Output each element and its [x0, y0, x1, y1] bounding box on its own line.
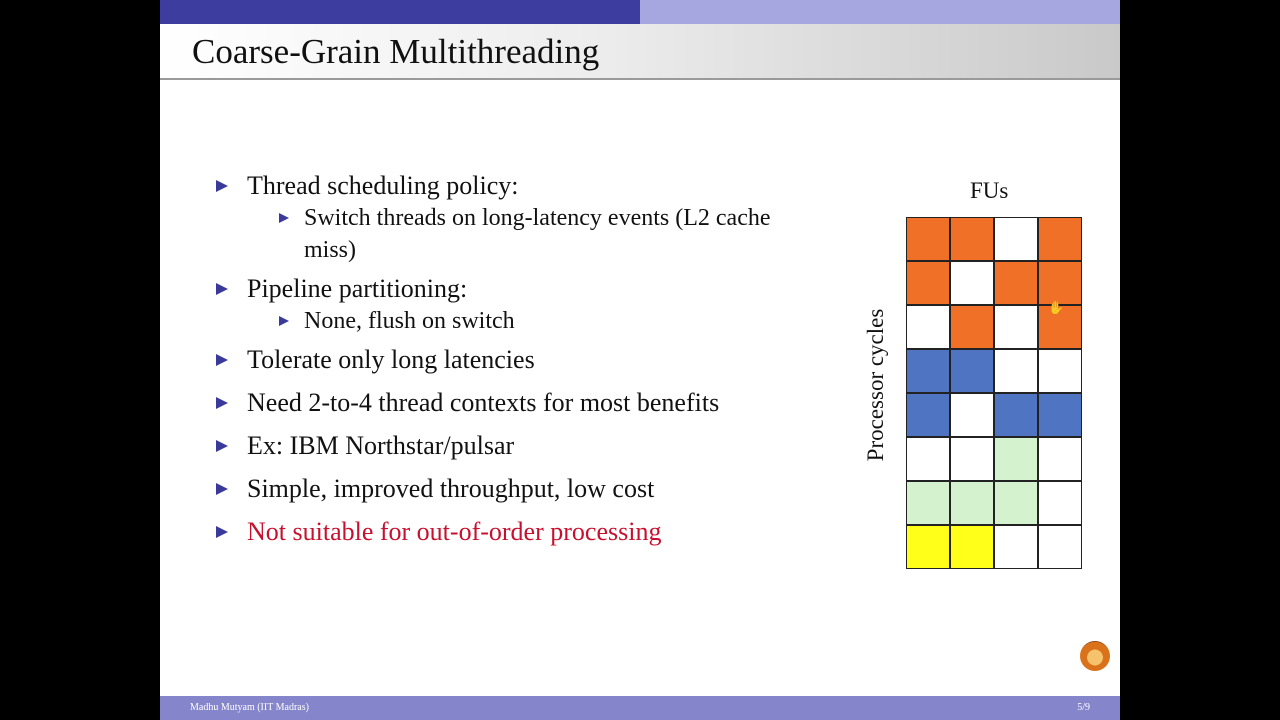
bullet-item: Not suitable for out-of-order processing: [216, 516, 836, 548]
grid-cell: [906, 261, 950, 305]
header-strip: [160, 0, 1120, 24]
bullet-text: Need 2-to-4 thread contexts for most ben…: [247, 388, 720, 417]
slide-title: Coarse-Grain Multithreading: [192, 32, 600, 71]
bullet-text: Pipeline partitioning:: [247, 274, 468, 303]
title-bar: Coarse-Grain Multithreading: [160, 24, 1120, 80]
grid-cell: [994, 393, 1038, 437]
grid-cell: [950, 525, 994, 569]
footer-bar: Madhu Mutyam (IIT Madras) 5/9: [160, 696, 1120, 720]
bullet-arrow-icon: [216, 483, 228, 495]
bullet-arrow-icon: [216, 397, 228, 409]
bullet-list: Thread scheduling policy: Switch threads …: [216, 170, 836, 548]
grid-cell: [906, 349, 950, 393]
bullet-arrow-icon: [216, 180, 228, 192]
header-strip-left: [160, 0, 640, 24]
grid-cell: [906, 481, 950, 525]
grid-cell: [1038, 217, 1082, 261]
sub-bullet-text: None, flush on switch: [304, 308, 515, 334]
grid-cell: [906, 525, 950, 569]
grid-cell: [994, 349, 1038, 393]
sub-bullet-text: Switch threads on long-latency events (L…: [304, 205, 771, 231]
slide: Coarse-Grain Multithreading Thread sched…: [160, 0, 1120, 720]
grid-cell: [994, 305, 1038, 349]
bullet-text: Ex: IBM Northstar/pulsar: [247, 431, 515, 460]
bullet-arrow-icon: [216, 283, 228, 295]
grid-cell: [950, 393, 994, 437]
grid-cell: [906, 217, 950, 261]
grid-cell: [906, 393, 950, 437]
grid-cell: [1038, 393, 1082, 437]
grid-cell: [994, 261, 1038, 305]
grid-cell: [906, 437, 950, 481]
bullet-item: Tolerate only long latencies: [216, 344, 836, 376]
bullet-arrow-icon: [216, 526, 228, 538]
bullet-text: Not suitable for out-of-order processing: [247, 517, 662, 546]
bullet-item: Need 2-to-4 thread contexts for most ben…: [216, 387, 836, 419]
bullet-arrow-icon: [216, 354, 228, 366]
grid-cell: [950, 305, 994, 349]
grid-cell: [1038, 261, 1082, 305]
grid-cell: [994, 217, 1038, 261]
bullet-item: Thread scheduling policy:: [216, 170, 836, 202]
fu-cycle-grid: [906, 217, 1082, 572]
bullet-text: Tolerate only long latencies: [247, 345, 535, 374]
sub-bullet-arrow-icon: [279, 213, 289, 223]
grid-cell: [994, 525, 1038, 569]
bullet-text: Simple, improved throughput, low cost: [247, 474, 655, 503]
sub-bullet-item: None, flush on switch: [216, 305, 836, 337]
hand-cursor-icon: ✋: [1048, 300, 1065, 315]
sub-bullet-item: Switch threads on long-latency events (L…: [216, 202, 836, 266]
processor-cycles-label: Processor cycles: [863, 308, 888, 462]
grid-cell: [950, 261, 994, 305]
grid-cell: [1038, 481, 1082, 525]
footer-page-number: 5/9: [1077, 702, 1090, 713]
footer-author: Madhu Mutyam (IIT Madras): [190, 702, 309, 713]
grid-cell: [950, 437, 994, 481]
sub-bullet-text: miss): [304, 237, 357, 263]
grid-cell: [1038, 525, 1082, 569]
bullet-item: Pipeline partitioning:: [216, 273, 836, 305]
grid-cell: [1038, 305, 1082, 349]
header-strip-right: [640, 0, 1120, 24]
sub-bullet-arrow-icon: [279, 316, 289, 326]
grid-cell: [1038, 349, 1082, 393]
bullet-item: Ex: IBM Northstar/pulsar: [216, 430, 836, 462]
grid-cell: [950, 481, 994, 525]
iit-madras-logo-icon: [1080, 641, 1110, 671]
grid-cell: [994, 437, 1038, 481]
bullet-arrow-icon: [216, 440, 228, 452]
grid-cell: [1038, 437, 1082, 481]
grid-cell: [994, 481, 1038, 525]
grid-cell: [950, 349, 994, 393]
grid-cell: [950, 217, 994, 261]
fus-label: FUs: [970, 178, 1009, 203]
bullet-text: Thread scheduling policy:: [247, 171, 519, 200]
grid-cell: [906, 305, 950, 349]
bullet-item: Simple, improved throughput, low cost: [216, 473, 836, 505]
